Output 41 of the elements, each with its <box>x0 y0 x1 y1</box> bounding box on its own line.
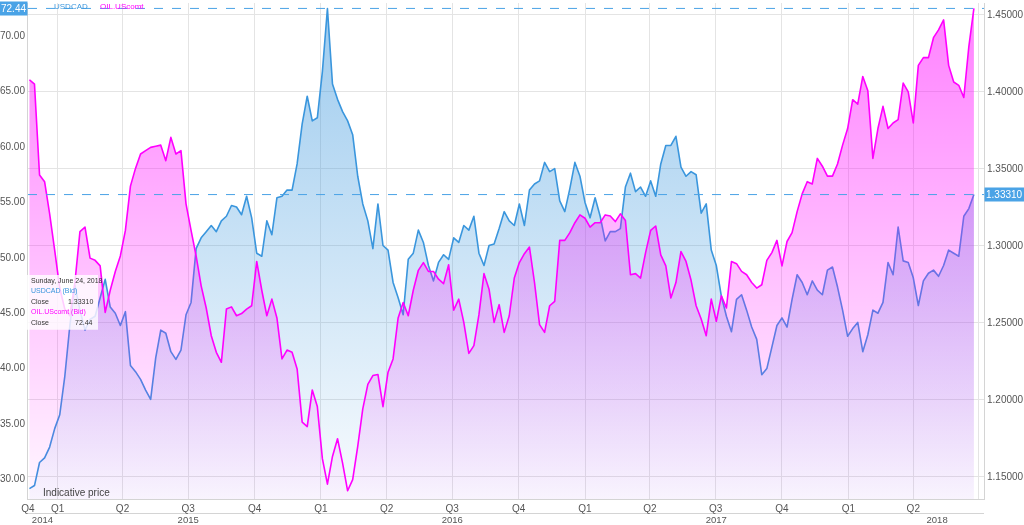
x-tick-label: Q4 <box>247 503 262 515</box>
x2-tick-label: 2017 <box>705 514 727 525</box>
y-tick-label: 55.00 <box>0 196 26 208</box>
x-tick-label: Q2 <box>115 503 130 515</box>
x-tick-label: Q1 <box>841 503 856 515</box>
x2-tick-label: 2018 <box>926 514 948 525</box>
x-tick-label: Q1 <box>314 503 329 515</box>
y2-tick-label: 1.40000 <box>987 86 1024 98</box>
y-tick-label: 50.00 <box>0 251 26 263</box>
x-tick-label: Q1 <box>50 503 65 515</box>
x-tick-label: Q3 <box>181 503 196 515</box>
x-tick-label: Q2 <box>643 503 658 515</box>
x-tick-label: Q2 <box>379 503 394 515</box>
x-tick-label: Q3 <box>445 503 460 515</box>
y-tick-label: 70.00 <box>0 29 26 41</box>
x-tick-label: Q4 <box>21 503 36 515</box>
text: OIL.UScomt <box>100 2 145 11</box>
y-tick-label: 35.00 <box>0 417 26 429</box>
y-tick-label: 30.00 <box>0 473 26 485</box>
text: USDCAD <box>54 2 88 11</box>
y2-tick-label: 1.25000 <box>987 316 1024 328</box>
y-tick-label: 60.00 <box>0 140 26 152</box>
y-tick-label: 45.00 <box>0 306 26 318</box>
y2-tick-label: 1.30000 <box>987 240 1024 252</box>
y2-tick-label: 1.35000 <box>987 163 1024 175</box>
y2-tick-label: 1.45000 <box>987 9 1024 21</box>
x2-tick-label: 2015 <box>177 514 199 525</box>
y-tick-label: 40.00 <box>0 362 26 374</box>
ref-line-label: 72.44 <box>1 3 27 14</box>
x-tick-label: Q4 <box>511 503 526 515</box>
x-tick-label: Q4 <box>775 503 790 515</box>
y2-tick-label: 1.15000 <box>987 470 1024 482</box>
x2-tick-label: 2014 <box>31 514 53 525</box>
y2-tick-label: 1.20000 <box>987 393 1024 405</box>
y-tick-label: 65.00 <box>0 85 26 97</box>
annotation: Indicative price <box>43 487 111 498</box>
x2-tick-label: 2016 <box>441 514 463 525</box>
ref-line-label: 1.33310 <box>986 189 1023 200</box>
x-tick-label: Q2 <box>906 503 921 515</box>
x-tick-label: Q3 <box>708 503 723 515</box>
x-tick-label: Q1 <box>578 503 593 515</box>
